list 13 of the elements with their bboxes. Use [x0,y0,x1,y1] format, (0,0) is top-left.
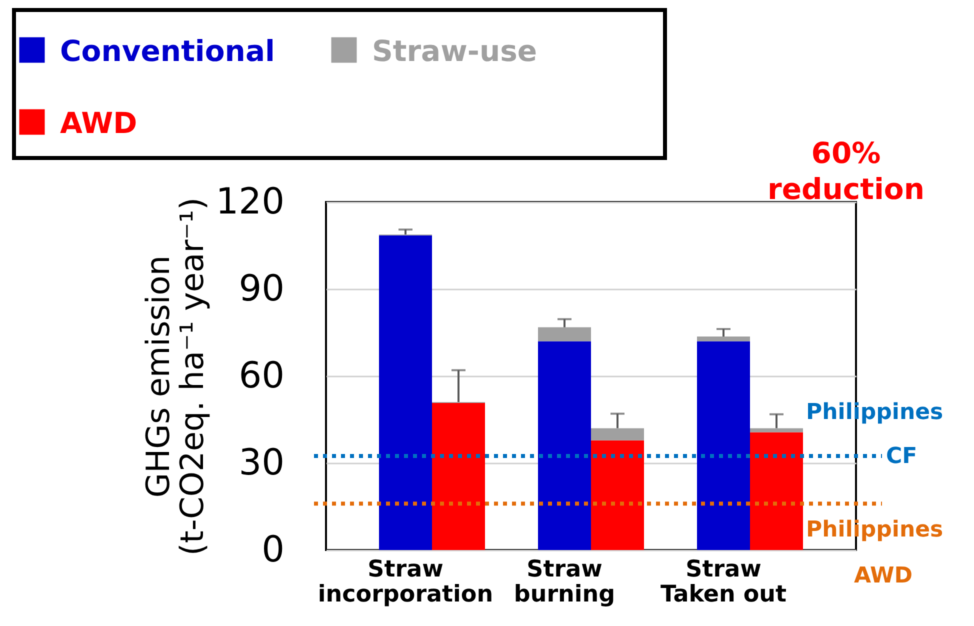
x-tick-label: Straw burning [514,556,616,608]
y-axis-title: GHGs emission (t-CO2eq. ha⁻¹ year⁻¹) [138,197,211,556]
x-tick-label: Straw incorporation [318,556,494,608]
y-tick-label: 90 [238,268,284,310]
legend-label: Straw-use [372,34,538,68]
annotation: 60% reduction [768,136,924,206]
x-tick-label: Straw Taken out [660,556,787,608]
y-tick-label: 0 [262,530,284,570]
y-tick-label: 30 [238,442,284,484]
legend-label: AWD [60,106,138,140]
legend-label: Conventional [60,34,275,68]
y-tick-label: 120 [216,182,284,222]
y-tick-label: 60 [238,356,284,396]
